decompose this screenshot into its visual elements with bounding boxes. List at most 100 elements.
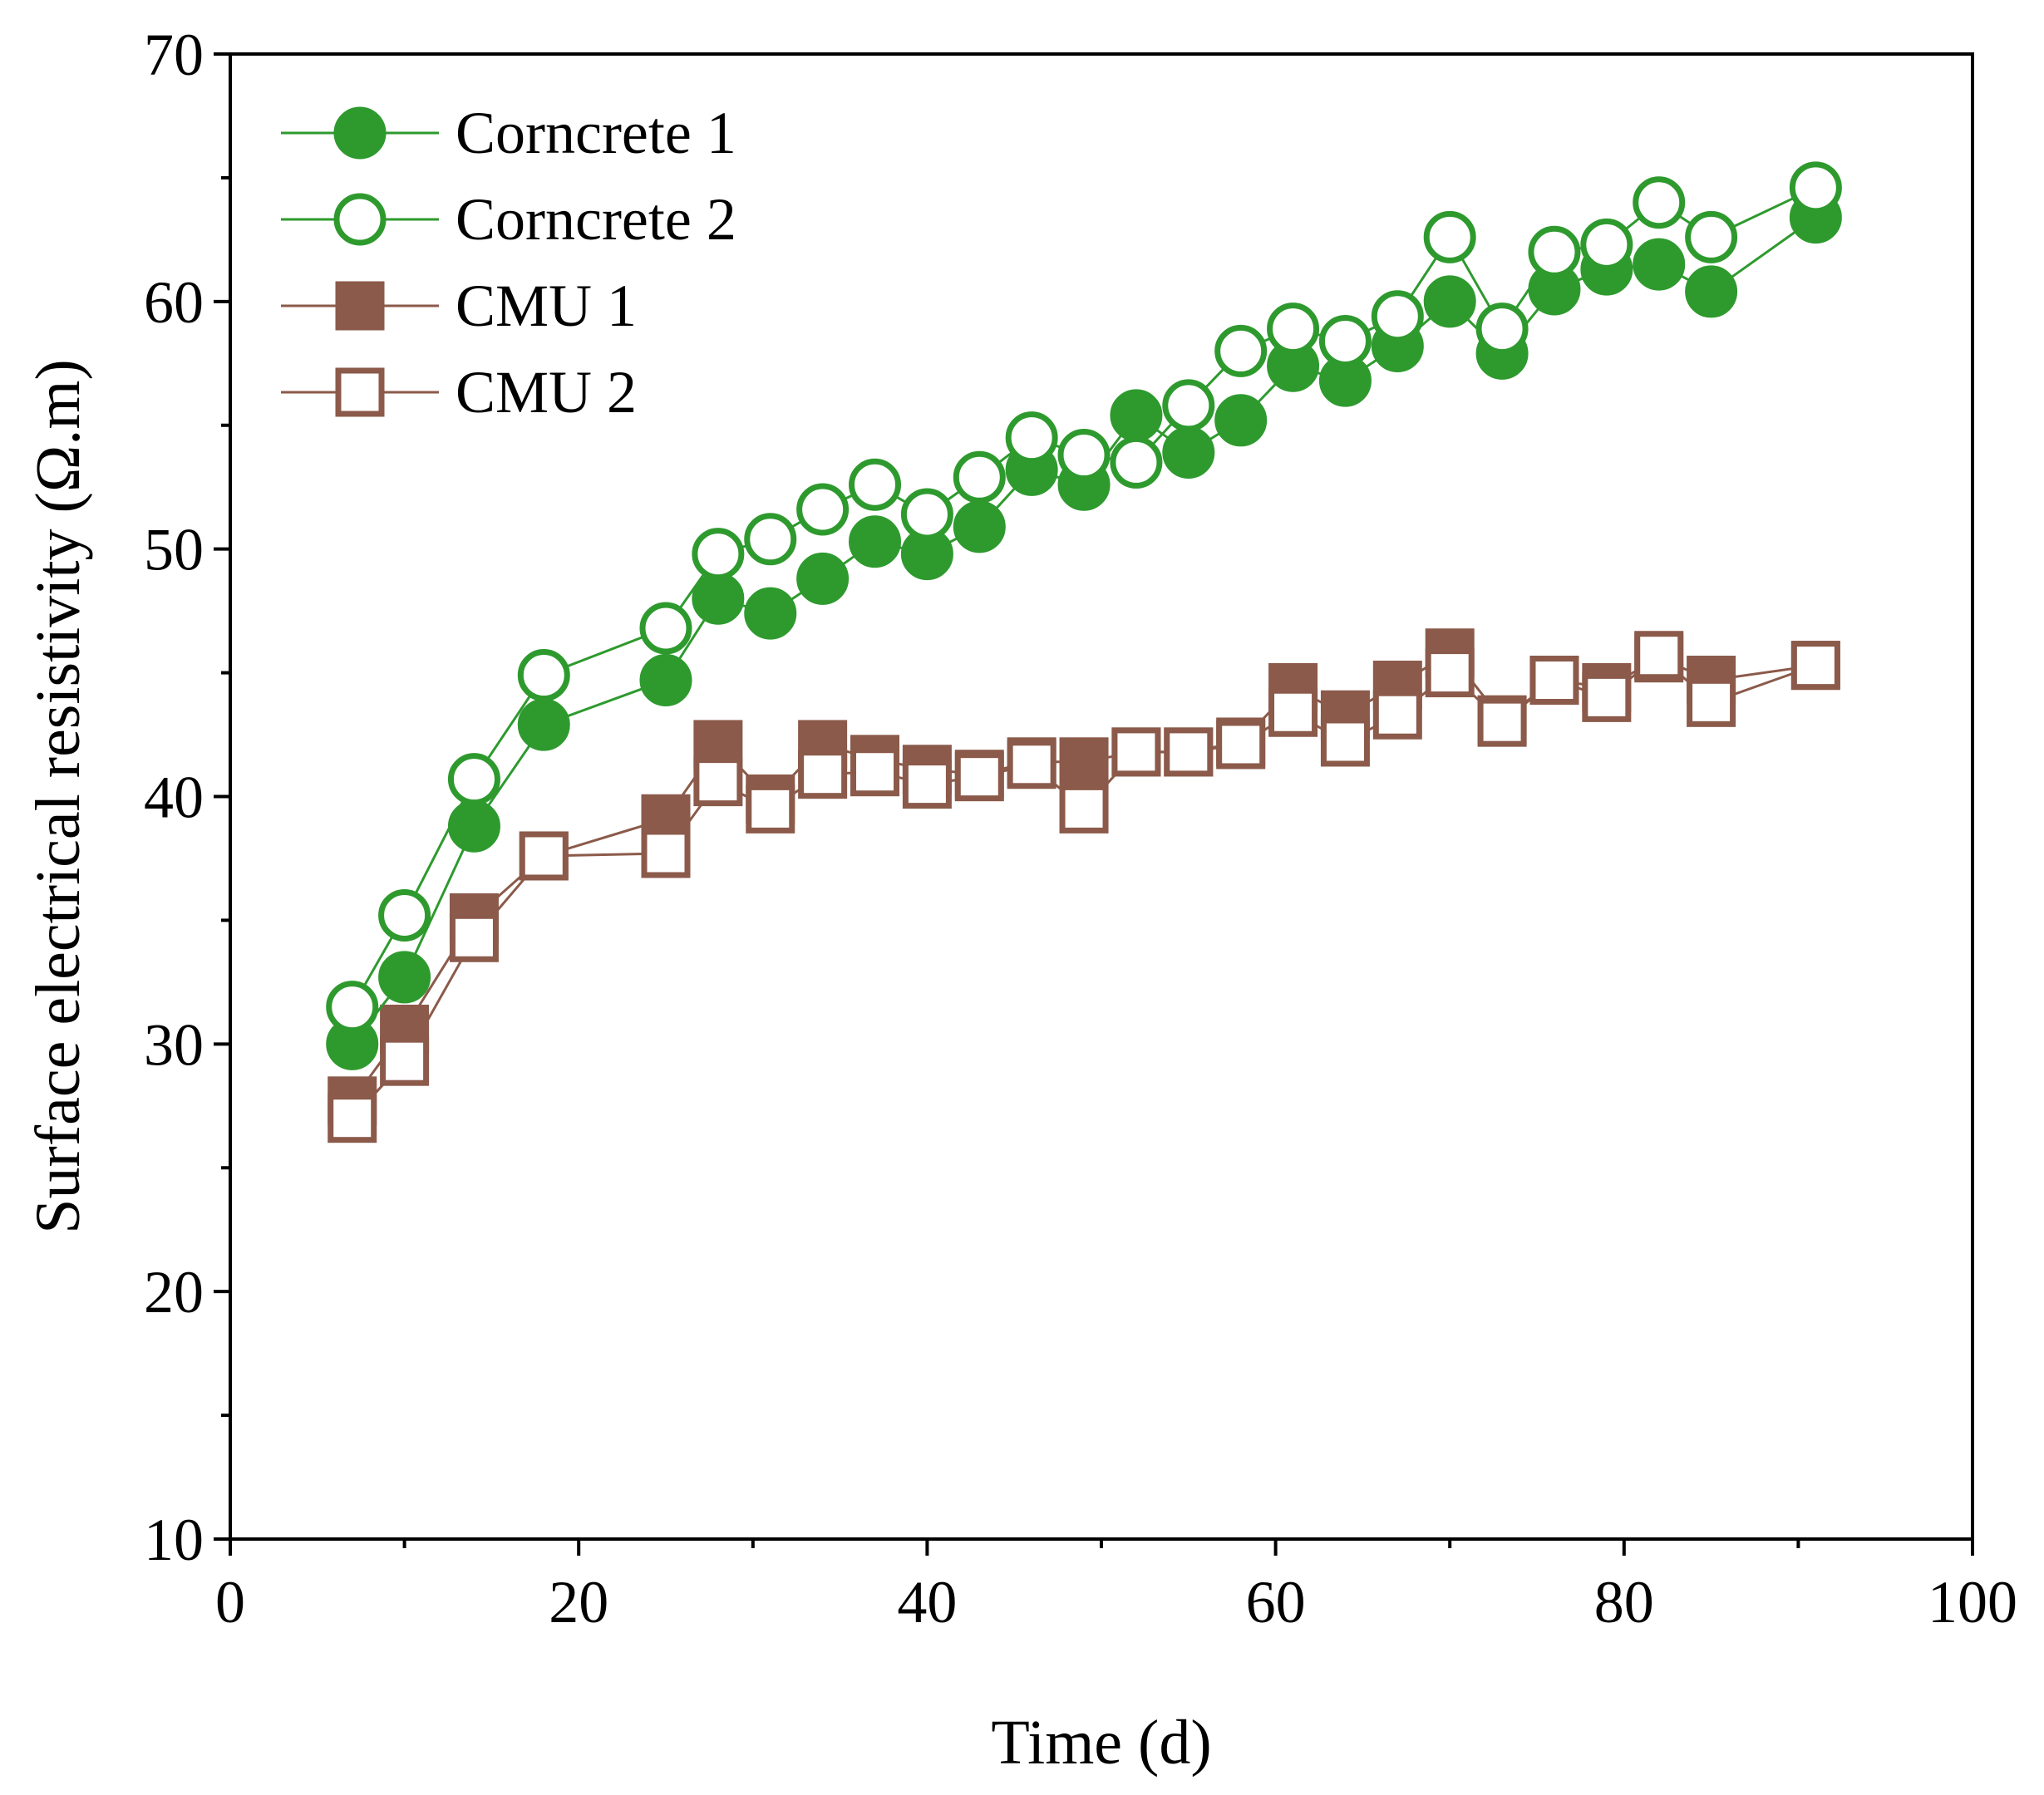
legend-entry-corncrete-1: Corncrete 1 <box>281 100 736 166</box>
data-point-cmu-2 <box>954 752 1004 802</box>
data-point-cmu-2 <box>1634 631 1684 681</box>
data-point-corncrete-2 <box>1528 225 1581 278</box>
data-point-cmu-2 <box>746 784 795 834</box>
data-point-corncrete-1 <box>692 572 745 625</box>
legend-marker <box>333 193 387 246</box>
data-point-corncrete-1 <box>1633 238 1686 291</box>
y-tick-label: 60 <box>144 269 204 336</box>
data-point-corncrete-2 <box>849 458 902 511</box>
series-line-corncrete-1 <box>351 216 1817 1045</box>
plot-series <box>326 161 1842 1143</box>
data-point-corncrete-1 <box>1110 389 1163 442</box>
data-point-cmu-1 <box>1059 737 1109 787</box>
data-point-corncrete-2 <box>447 753 500 806</box>
data-point-corncrete-2 <box>1475 302 1529 356</box>
data-point-cmu-2 <box>1268 687 1318 737</box>
data-point-corncrete-2 <box>1371 290 1424 343</box>
data-point-corncrete-1 <box>378 951 431 1004</box>
data-point-corncrete-2 <box>1789 161 1842 214</box>
data-point-corncrete-2 <box>1633 176 1686 229</box>
data-point-corncrete-2 <box>1110 435 1163 489</box>
data-point-cmu-2 <box>850 747 900 797</box>
data-point-corncrete-2 <box>517 649 570 702</box>
data-point-corncrete-2 <box>796 483 850 536</box>
data-point-cmu-2 <box>641 829 691 878</box>
data-point-corncrete-2 <box>378 888 431 942</box>
legend: Corncrete 1 Corncrete 2 CMU 1 CMU 2 <box>281 100 736 425</box>
data-point-corncrete-1 <box>744 587 797 640</box>
data-point-corncrete-2 <box>1685 210 1738 263</box>
data-point-corncrete-1 <box>1685 265 1738 318</box>
axis-ticks <box>214 52 1974 1556</box>
x-tick-label: 40 <box>897 1569 957 1635</box>
data-point-cmu-2 <box>693 757 743 807</box>
legend-marker <box>335 367 385 417</box>
data-point-cmu-2 <box>902 760 952 809</box>
x-tick-label: 0 <box>215 1569 245 1635</box>
data-point-corncrete-2 <box>1214 324 1268 377</box>
y-tick-label: 20 <box>144 1259 204 1325</box>
x-axis-title: Time (d) <box>991 1708 1211 1778</box>
data-point-cmu-2 <box>1216 720 1266 770</box>
data-point-cmu-2 <box>1111 727 1161 777</box>
legend-label: CMU 1 <box>456 273 637 339</box>
series-corncrete-2 <box>326 161 1842 1034</box>
legend-entry-cmu-1: CMU 1 <box>281 273 637 339</box>
data-point-cmu-2 <box>1477 697 1527 747</box>
legend-marker <box>333 106 387 160</box>
data-point-cmu-2 <box>519 831 569 881</box>
data-point-cmu-2 <box>449 912 499 962</box>
data-point-cmu-2 <box>1320 717 1370 767</box>
data-point-corncrete-1 <box>1162 426 1215 479</box>
data-point-corncrete-2 <box>1005 411 1058 465</box>
legend-label: Corncrete 2 <box>456 186 736 253</box>
x-tick-label: 60 <box>1246 1569 1306 1635</box>
data-point-cmu-2 <box>1529 656 1579 706</box>
data-point-corncrete-2 <box>1267 302 1320 356</box>
data-point-cmu-2 <box>1372 690 1422 740</box>
data-point-corncrete-2 <box>900 488 953 541</box>
data-point-corncrete-1 <box>517 698 570 751</box>
data-point-cmu-2 <box>1007 740 1056 789</box>
data-point-corncrete-1 <box>953 500 1006 553</box>
data-point-cmu-2 <box>1790 641 1840 691</box>
data-point-corncrete-2 <box>1057 428 1111 481</box>
data-point-corncrete-2 <box>1580 218 1633 271</box>
data-point-corncrete-2 <box>1162 379 1215 432</box>
y-tick-label: 10 <box>144 1507 204 1573</box>
data-point-cmu-2 <box>1164 727 1214 777</box>
series-cmu-2 <box>328 631 1840 1143</box>
data-point-cmu-2 <box>1687 677 1736 727</box>
data-point-cmu-2 <box>328 1094 377 1143</box>
data-point-corncrete-2 <box>1423 210 1476 263</box>
tick-labels: 0 20 40 60 80 100 10 20 30 40 50 60 70 <box>144 22 2017 1635</box>
y-axis-title: Surface electrical resistivity (Ω.m) <box>23 359 93 1234</box>
data-point-cmu-2 <box>1425 648 1475 698</box>
data-point-cmu-2 <box>798 750 848 799</box>
x-tick-label: 80 <box>1594 1569 1654 1635</box>
data-point-corncrete-1 <box>1214 394 1268 447</box>
data-point-corncrete-2 <box>639 602 692 655</box>
legend-entry-cmu-2: CMU 2 <box>281 359 637 425</box>
data-point-corncrete-2 <box>692 528 745 581</box>
legend-label: Corncrete 1 <box>456 100 736 166</box>
data-point-cmu-2 <box>1582 672 1632 722</box>
legend-label: CMU 2 <box>456 359 637 425</box>
y-tick-label: 30 <box>144 1011 204 1078</box>
data-point-corncrete-1 <box>849 515 902 568</box>
data-point-corncrete-2 <box>326 981 379 1034</box>
data-point-corncrete-2 <box>744 513 797 566</box>
data-point-corncrete-1 <box>639 654 692 707</box>
legend-entry-corncrete-2: Corncrete 2 <box>281 186 736 253</box>
y-tick-label: 70 <box>144 22 204 88</box>
data-point-cmu-2 <box>1059 784 1109 834</box>
y-tick-label: 40 <box>144 765 204 831</box>
data-point-corncrete-2 <box>1318 314 1372 367</box>
data-point-corncrete-2 <box>953 450 1006 504</box>
legend-marker <box>335 281 385 331</box>
y-tick-label: 50 <box>144 517 204 583</box>
data-point-cmu-2 <box>380 1036 430 1086</box>
x-tick-label: 20 <box>549 1569 608 1635</box>
x-tick-label: 100 <box>1928 1569 2017 1635</box>
